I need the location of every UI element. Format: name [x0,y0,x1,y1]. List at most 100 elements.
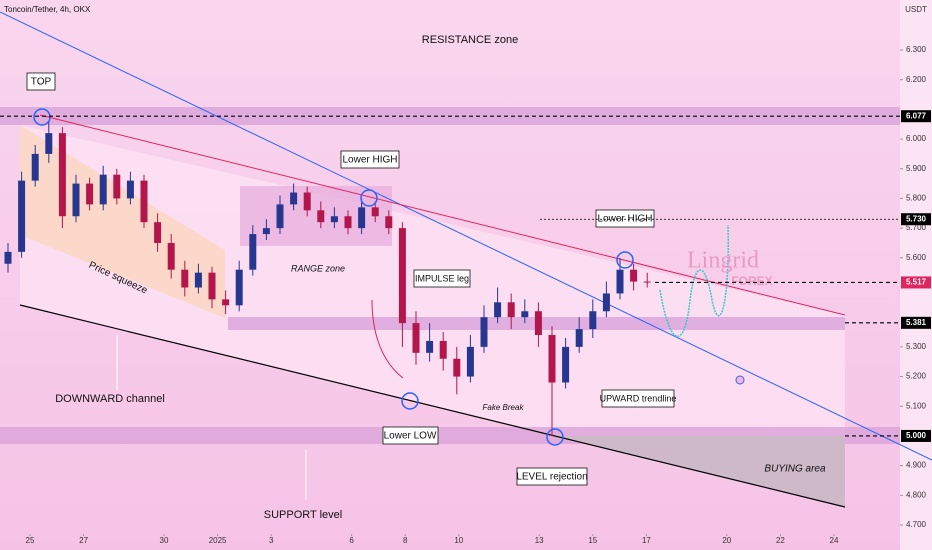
candle-body [235,269,243,306]
candles [4,121,651,436]
annotation: BUYING area [764,464,826,475]
candle-body [303,192,311,211]
label-box [595,209,655,228]
y-tick-label: 4.900 [906,461,927,470]
y-tick-label: 6.300 [906,45,927,54]
y-tick-label: 5.800 [906,194,927,203]
symbol: Toncoin/Tether, 4h, OKX [4,5,91,14]
pivot-circle [546,428,564,446]
y-tick-label: 5.100 [906,401,927,410]
annotation: LEVEL rejection [516,472,587,483]
candle-body [453,358,461,377]
channel-bottom [19,304,846,508]
candle-body [439,340,447,359]
x-tick-label: 17 [642,536,651,545]
candle-body [534,311,542,335]
level-box [901,429,931,442]
candle-body [31,153,39,181]
candle-body [385,216,393,229]
candle-body [154,222,162,243]
x-tick-label: 27 [79,536,88,545]
unit: USDT [905,5,927,14]
level-box [901,110,931,123]
annotation: RESISTANCE zone [422,34,518,46]
level-box [901,213,931,226]
pivot-circle [616,251,634,269]
candle-body [4,251,12,264]
candle-body [18,180,26,252]
level-box [901,316,931,329]
brand-sub: FOREX [731,274,772,288]
y-tick-label: 5.700 [906,223,927,232]
label-box [516,467,588,486]
candle-body [72,183,80,217]
x-tick-label: 2025 [209,536,227,545]
candle-body [643,281,651,283]
y-tick-label: 5.900 [906,164,927,173]
pivot-circle [401,392,419,410]
y-tick-label: 6.000 [906,134,927,143]
brand: Lingrid [687,248,759,274]
candle-body [126,180,134,199]
candle-body [249,234,257,270]
pivot-circle [33,108,51,126]
marker [735,375,745,385]
x-tick-label: 8 [403,536,408,545]
candle-body [276,204,284,229]
candle-body [99,174,107,205]
x-tick-label: 25 [26,536,35,545]
y-tick-label: 4.700 [906,520,927,529]
candle-body [602,293,610,312]
candle-body [412,323,420,353]
candle-body [426,340,434,353]
squeeze-area [20,125,225,318]
y-tick-label: 4.800 [906,490,927,499]
candle-body [575,329,583,347]
level-label: 5.381 [906,318,927,327]
candle-body [589,311,597,330]
annotation: RANGE zone [291,263,345,273]
label-box [413,269,471,288]
candle-body [398,228,406,324]
candle-body [358,207,366,229]
y-tick-label: 5.300 [906,342,927,351]
price-axis [900,0,932,550]
y-tick-label: 6.200 [906,75,927,84]
x-tick-label: 3 [269,536,274,545]
label-box [601,389,675,408]
y-tick-label: 5.200 [906,372,927,381]
candle-body [330,216,338,223]
pivot-circle [360,189,378,207]
candle-body [290,192,298,205]
annotation: Fake Break [483,403,525,412]
candle-body [466,346,474,377]
candle-body [86,183,94,205]
level-label: 5.730 [906,214,927,223]
candle-body [344,216,352,229]
candle-body [480,317,488,347]
candle-body [371,207,379,217]
annotation: Lower LOW [384,431,437,442]
x-tick-label: 24 [830,536,839,545]
level-box [901,276,931,289]
downtrend-line [0,11,932,461]
x-tick-label: 10 [454,536,463,545]
candle-body [208,272,216,300]
annotation: TOP [31,77,52,88]
annotation: DOWNWARD channel [55,393,165,405]
resistance-trendline [39,114,846,316]
candle-body [181,269,189,288]
annotation: IMPULSE leg [415,273,469,283]
candle-body [521,311,529,318]
candle-body [630,269,638,282]
x-tick-label: 22 [776,536,785,545]
candle-body [167,242,175,270]
candle-body [548,335,556,383]
candle-body [507,302,515,318]
label-box [26,72,56,91]
label-box [382,426,439,445]
candle-body [113,174,121,199]
level-label: 5.517 [906,278,927,287]
channel-area [20,125,845,507]
